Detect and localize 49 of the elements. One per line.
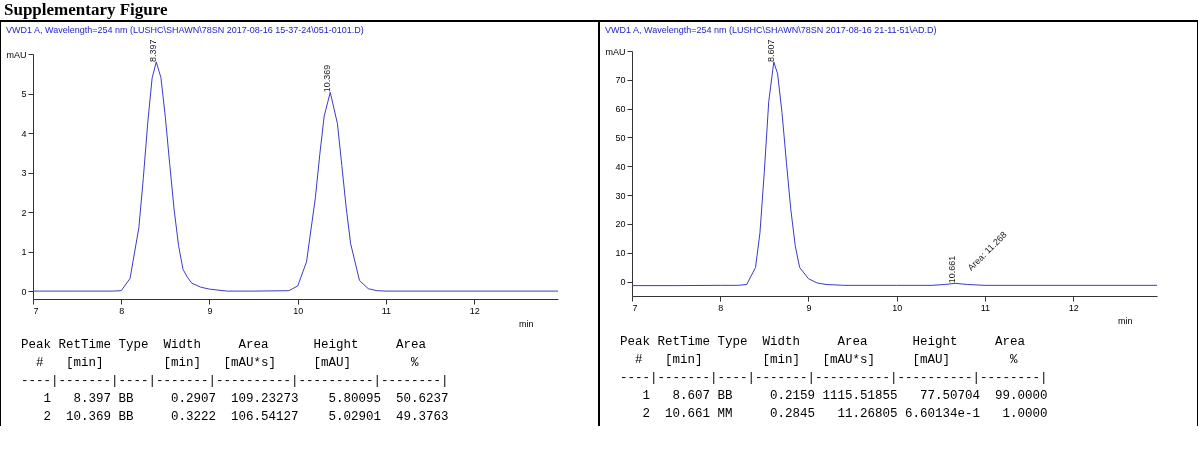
y-tick-label: mAU	[605, 46, 626, 57]
y-tick-label: 70	[615, 75, 626, 86]
text: ----|-------|----|-------|----------|----------|--------|	[21, 374, 449, 388]
y-tick-label: 0	[21, 286, 27, 297]
y-tick-label: 2	[21, 207, 27, 218]
x-tick-label: 12	[1068, 302, 1079, 313]
x-tick-label: 10	[892, 302, 903, 313]
y-tick-label: 3	[21, 168, 27, 179]
x-axis-title: min	[518, 318, 534, 329]
y-tick-label: 1	[21, 247, 27, 258]
x-tick-label: 11	[980, 302, 991, 313]
x-axis-title: min	[1117, 315, 1133, 326]
x-tick-label: 8	[718, 302, 724, 313]
y-tick-label: mAU	[6, 49, 27, 60]
text: Peak RetTime Type Width Area Height Area	[21, 338, 427, 352]
annotation: 10.369	[322, 64, 333, 93]
chart-subtitle: VWD1 A, Wavelength=254 nm (LUSHC\SHAWN\78SN 2017-08-16 15-37-24\051-0101.D)	[6, 25, 364, 36]
line-series	[631, 61, 1158, 287]
text: # [min] [min] [mAU*s] [mAU] %	[36, 356, 419, 370]
y-tick-label: 5	[21, 89, 27, 100]
annotation: 8.397	[148, 39, 159, 62]
text: 2 10.369 BB 0.3222 106.54127 5.02901 49.3763	[43, 410, 449, 424]
annotation: 10.661	[947, 255, 958, 284]
y-tick-label: 40	[615, 161, 626, 172]
text: # [min] [min] [mAU*s] [mAU] %	[635, 353, 1018, 367]
x-tick-label: 10	[293, 305, 304, 316]
y-tick-label: 10	[615, 248, 626, 259]
chart-subtitle: VWD1 A, Wavelength=254 nm (LUSHC\SHAWN\78SN 2017-08-16 21-11-51\AD.D)	[605, 25, 937, 36]
text: ----|-------|----|-------|----------|----------|--------|	[620, 371, 1048, 385]
x-tick-label: 7	[632, 302, 638, 313]
x-tick-label: 8	[119, 305, 125, 316]
line-series	[32, 61, 559, 292]
y-tick-label: 60	[615, 104, 626, 115]
x-tick-label: 9	[806, 302, 812, 313]
y-tick-label: 4	[21, 128, 27, 139]
y-tick-label: 0	[620, 277, 626, 288]
x-tick-label: 12	[469, 305, 480, 316]
x-tick-label: 11	[381, 305, 392, 316]
text: 1 8.397 BB 0.2907 109.23273 5.80095 50.6237	[43, 392, 449, 406]
y-tick-label: 20	[615, 219, 626, 230]
x-tick-label: 9	[207, 305, 213, 316]
text: 2 10.661 MM 0.2845 11.26805 6.60134e-1 1.0000	[642, 407, 1048, 421]
x-tick-label: 7	[33, 305, 39, 316]
text: Peak RetTime Type Width Area Height Area	[620, 335, 1026, 349]
text: 1 8.607 BB 0.2159 1115.51855 77.50704 99.0000	[642, 389, 1048, 403]
y-tick-label: 50	[615, 132, 626, 143]
y-tick-label: 30	[615, 190, 626, 201]
annotation: 8.607	[765, 39, 776, 62]
chart-title: Supplementary Figure	[3, 0, 169, 20]
